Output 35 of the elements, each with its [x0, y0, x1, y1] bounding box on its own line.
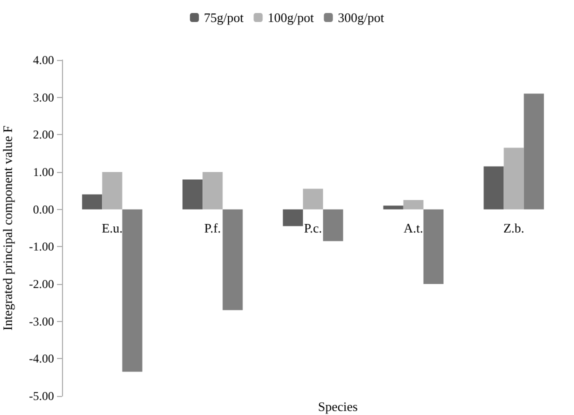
y-tick-label: 2.00 [33, 128, 54, 142]
legend-label: 100g/pot [268, 10, 314, 25]
bar [182, 179, 203, 210]
bar [484, 166, 504, 210]
x-axis-title: Species [318, 399, 358, 414]
bar [82, 194, 102, 210]
y-axis-title: Integrated principal component value F [0, 125, 15, 331]
y-tick-label: 1.00 [33, 165, 54, 179]
x-tick-label: A.t. [404, 220, 424, 236]
bar [504, 148, 524, 210]
x-tick-label: E.u. [102, 220, 123, 236]
bar [122, 209, 142, 372]
y-tick-label: 4.00 [33, 53, 54, 67]
y-tick-label: 3.00 [33, 90, 54, 104]
bar [202, 172, 223, 210]
y-tick-label: -3.00 [29, 314, 54, 328]
x-tick-label: P.f. [204, 220, 221, 236]
y-tick-label: -5.00 [29, 389, 54, 403]
y-tick-label: -2.00 [29, 277, 54, 291]
bar [524, 94, 544, 210]
bar [222, 209, 243, 310]
bar [282, 209, 303, 226]
bar [403, 200, 424, 210]
bar [383, 206, 404, 210]
legend-label: 300g/pot [338, 10, 384, 25]
bar [102, 172, 122, 210]
y-tick-label: 0.00 [33, 202, 54, 216]
bar [302, 188, 324, 210]
y-tick-label: -1.00 [29, 240, 54, 254]
bar [323, 209, 344, 242]
bar [423, 209, 444, 284]
x-tick-label: Z.b. [503, 220, 524, 236]
y-tick-label: -4.00 [29, 352, 54, 366]
legend-label: 75g/pot [204, 10, 244, 25]
x-tick-label: P.c. [304, 220, 322, 236]
